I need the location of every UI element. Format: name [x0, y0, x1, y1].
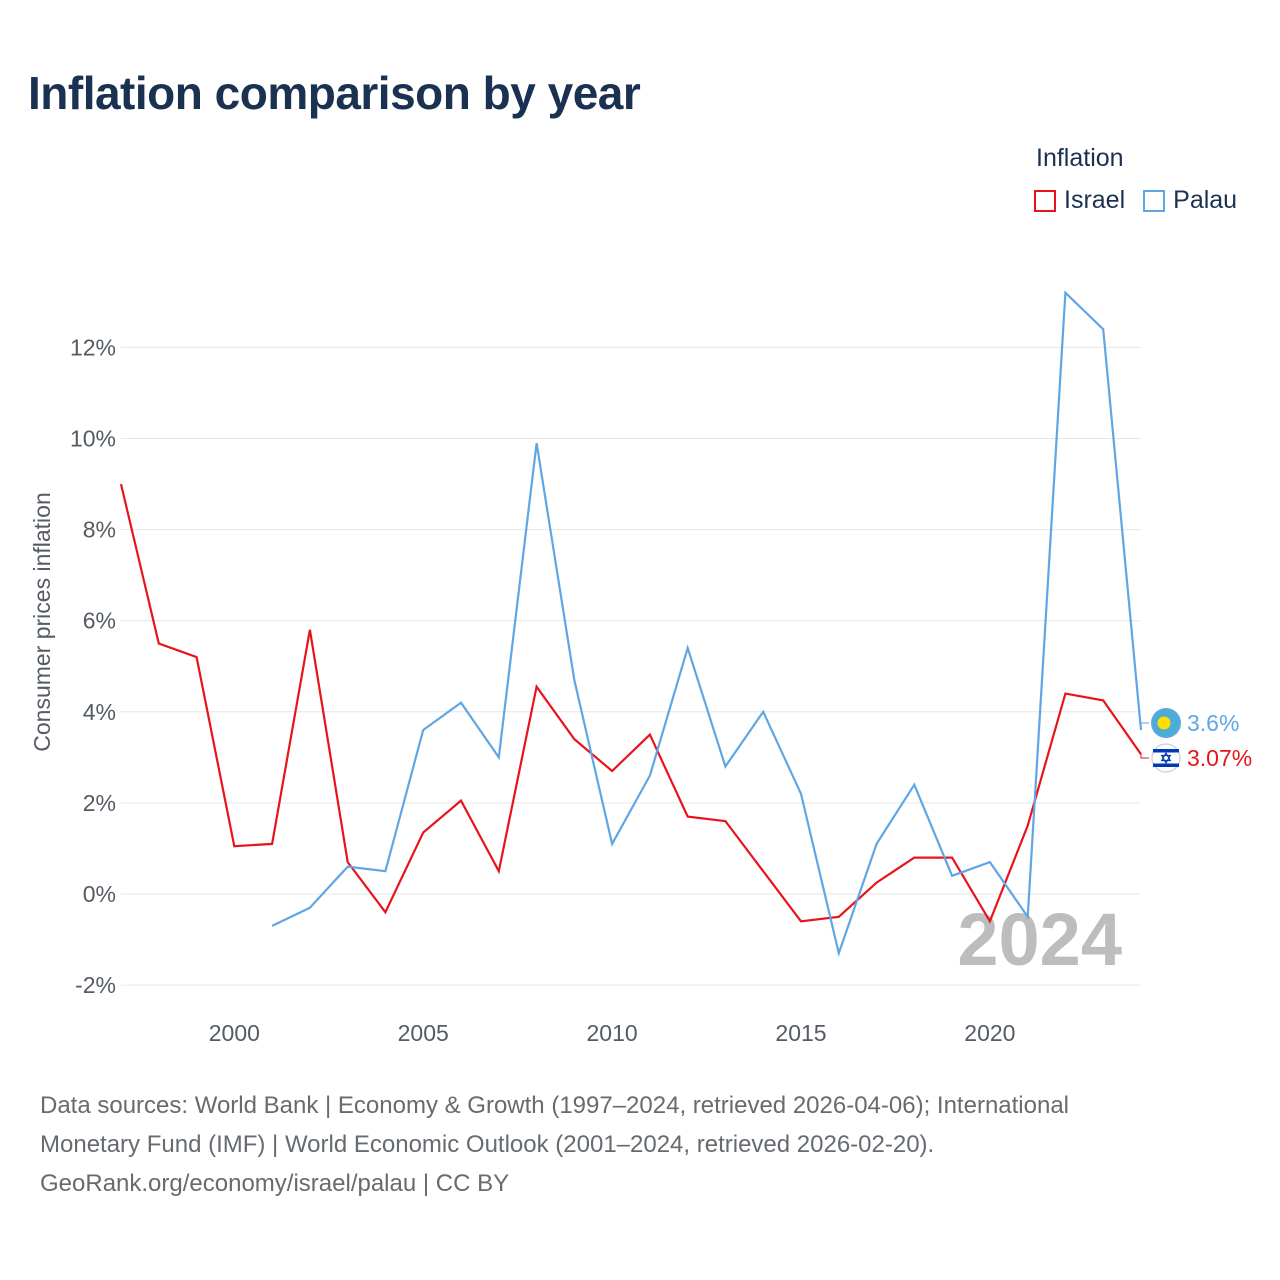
- line-chart: -2% 0% 2% 4% 6% 8% 10% 12% 2000 2005 2010 2015 2020…: [29, 290, 1252, 1046]
- legend-swatch-palau: [1143, 189, 1166, 212]
- legend-swatch-israel: [1034, 189, 1056, 212]
- israel-flag-icon: [1151, 743, 1181, 773]
- sources-line-1: Data sources: World Bank | Economy & Gro…: [40, 1092, 1070, 1119]
- legend-item-israel[interactable]: Israel: [1034, 186, 1125, 215]
- series-line-palau: [271, 290, 1143, 958]
- y-tick-label: 0%: [83, 881, 116, 907]
- y-tick-label: 10%: [70, 426, 116, 452]
- series-lines: [119, 290, 1143, 958]
- x-tick-label: 2010: [587, 1020, 638, 1046]
- x-tick-label: 2000: [209, 1020, 260, 1046]
- x-tick-label: 2020: [964, 1020, 1015, 1046]
- legend-label-israel: Israel: [1064, 186, 1126, 214]
- end-markers: 3.07% 3.6%: [1140, 708, 1252, 773]
- y-axis-label: Consumer prices inflation: [29, 492, 55, 752]
- gridlines: [121, 346, 1141, 986]
- end-connector-israel: [1140, 754, 1149, 759]
- x-axis-ticks: 2000 2005 2010 2015 2020: [209, 1020, 1016, 1046]
- y-tick-label: 12%: [70, 334, 116, 360]
- end-connector-palau: [1140, 722, 1149, 731]
- x-tick-label: 2015: [775, 1020, 826, 1046]
- sources-line-2: Monetary Fund (IMF) | World Economic Out…: [40, 1131, 935, 1158]
- y-tick-label: 4%: [83, 699, 116, 725]
- y-axis-ticks: -2% 0% 2% 4% 6% 8% 10% 12%: [70, 334, 116, 998]
- series-line-israel: [119, 483, 1142, 924]
- end-value-palau: 3.6%: [1187, 710, 1239, 736]
- x-tick-label: 2005: [398, 1020, 449, 1046]
- legend-label-palau: Palau: [1173, 186, 1238, 214]
- sources-line-3: GeoRank.org/economy/israel/palau | CC BY: [40, 1170, 510, 1197]
- y-tick-label: 6%: [83, 608, 116, 634]
- legend-title: Inflation: [1036, 144, 1124, 172]
- data-sources: Data sources: World Bank | Economy & Gro…: [40, 1086, 1240, 1203]
- y-tick-label: -2%: [75, 972, 116, 998]
- legend: Israel Palau: [1034, 186, 1237, 215]
- chart-title: Inflation comparison by year: [28, 67, 641, 119]
- y-tick-label: 2%: [83, 790, 116, 816]
- end-value-israel: 3.07%: [1187, 745, 1252, 771]
- y-tick-label: 8%: [83, 517, 116, 543]
- current-year-watermark: 2024: [957, 898, 1122, 981]
- palau-flag-icon: [1151, 708, 1181, 738]
- legend-item-palau[interactable]: Palau: [1143, 186, 1237, 215]
